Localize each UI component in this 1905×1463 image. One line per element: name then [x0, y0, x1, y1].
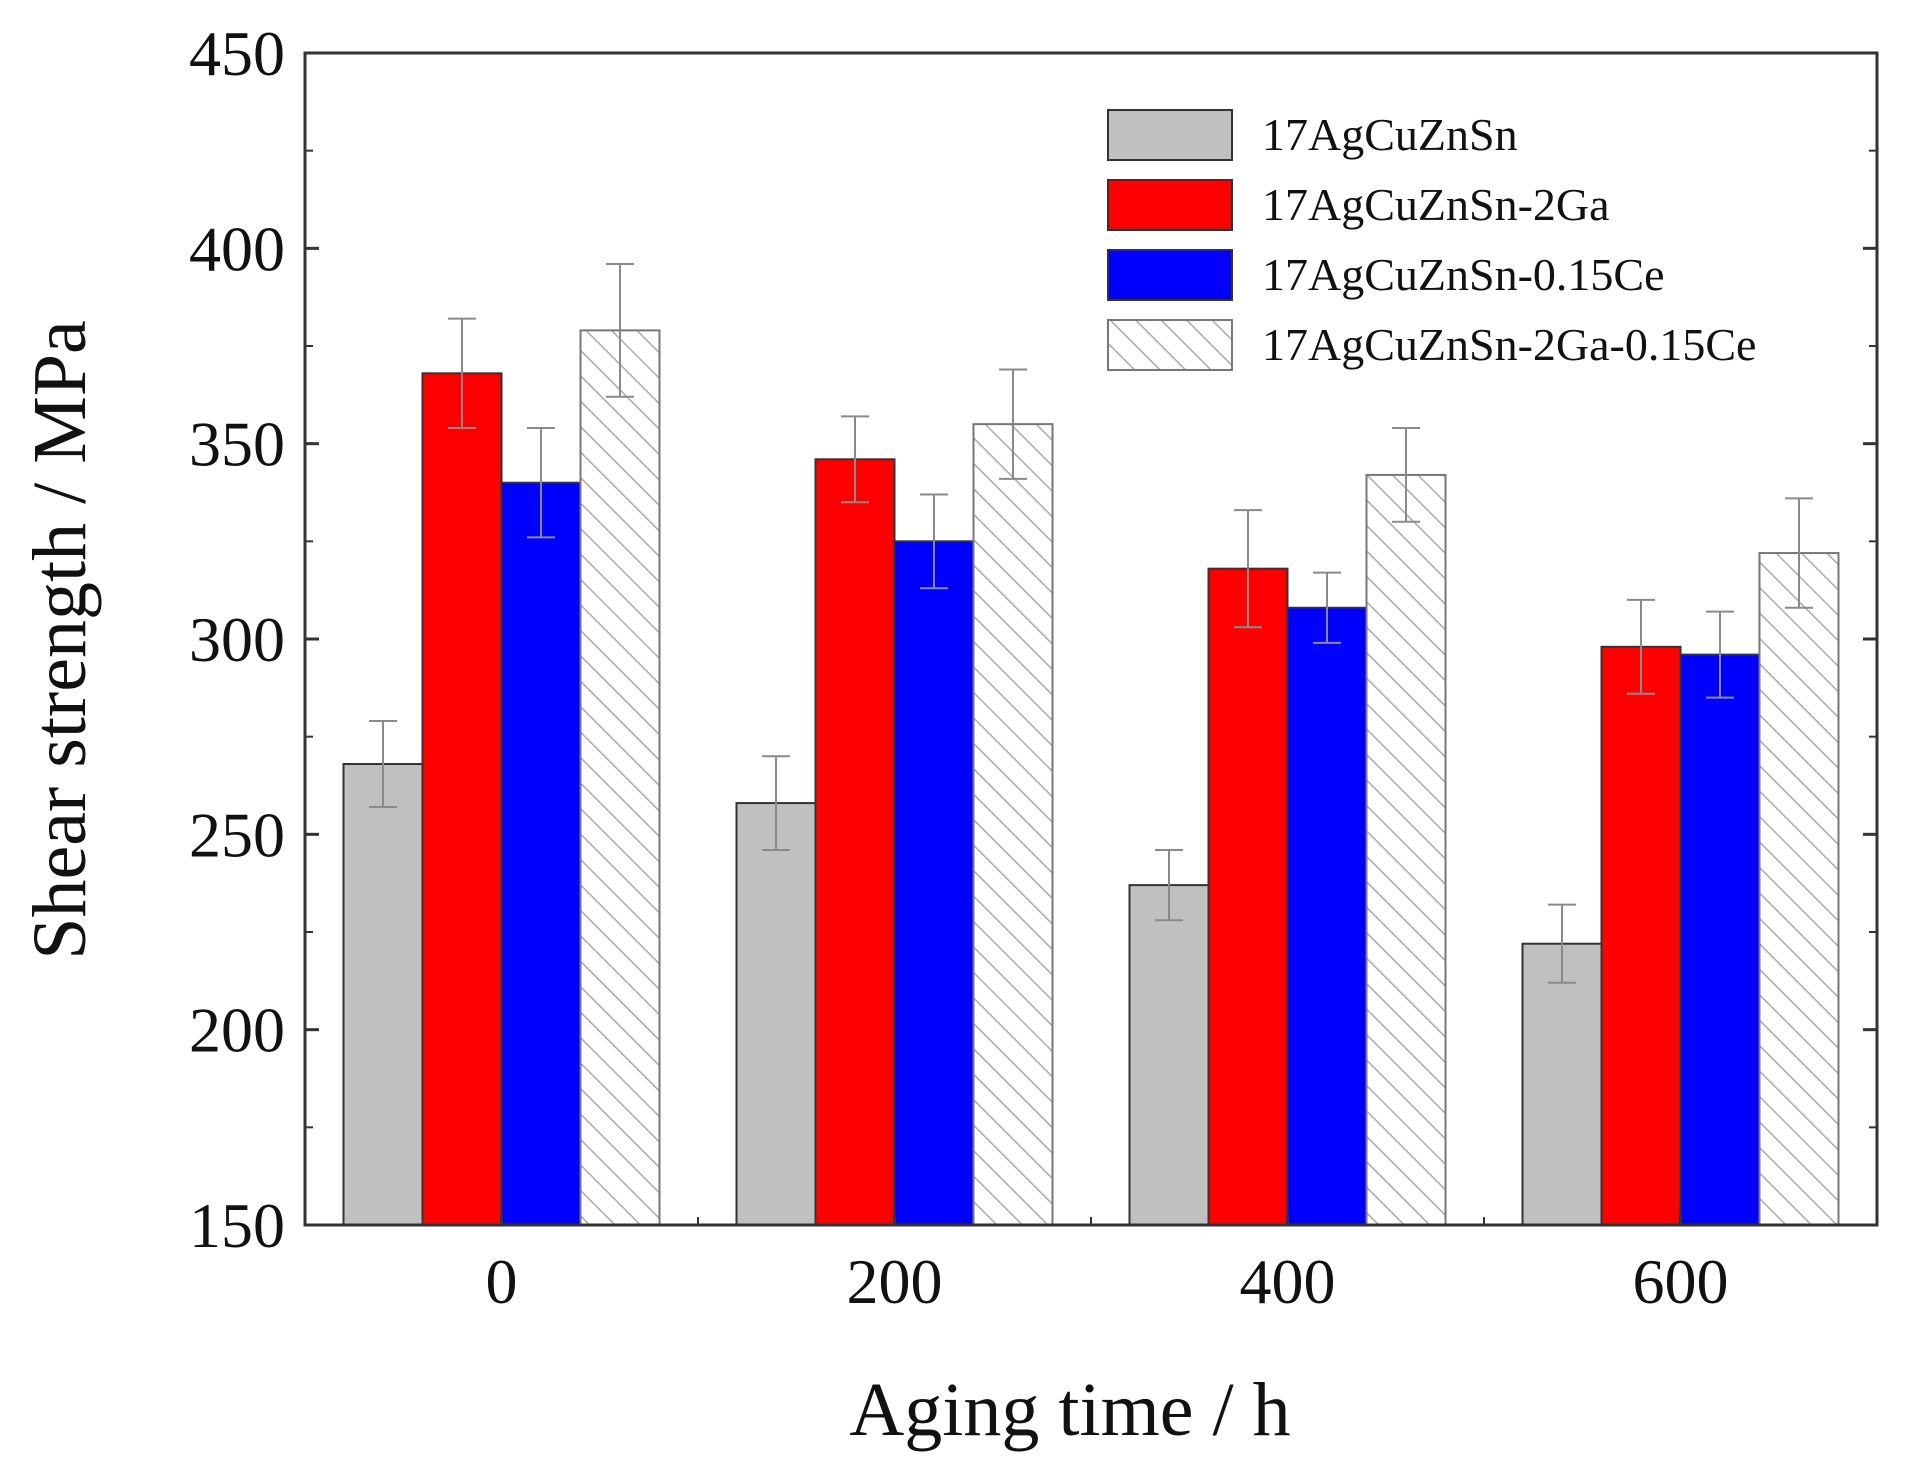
legend-swatch — [1107, 319, 1233, 371]
bar — [893, 540, 975, 1226]
y-axis: 150 200 250 300 350 400 450 — [189, 18, 1877, 1261]
x-tick-label: 200 — [847, 1246, 943, 1317]
legend-swatch — [1107, 249, 1233, 301]
bar — [972, 423, 1054, 1226]
y-tick-label: 250 — [189, 799, 285, 870]
legend-label: 17AgCuZnSn-0.15Ce — [1262, 249, 1665, 300]
y-axis-title: Shear strength / MPa — [18, 320, 102, 960]
x-tick-label: 600 — [1633, 1246, 1729, 1317]
bar — [1286, 606, 1368, 1226]
bar — [1521, 942, 1603, 1226]
bars-group — [342, 329, 1840, 1227]
bar — [814, 458, 896, 1226]
bar — [1758, 552, 1840, 1226]
x-axis-title: Aging time / h — [849, 1368, 1290, 1452]
bar — [1365, 473, 1447, 1227]
bar — [579, 329, 661, 1226]
x-axis: 0 200 400 600 — [486, 1215, 1729, 1317]
legend-swatch — [1107, 109, 1233, 161]
bar — [735, 802, 817, 1227]
y-tick-label: 400 — [189, 213, 285, 284]
legend-label: 17AgCuZnSn-2Ga-0.15Ce — [1262, 319, 1756, 370]
bar — [500, 481, 582, 1226]
bar — [1207, 567, 1289, 1226]
legend: 17AgCuZnSn 17AgCuZnSn-2Ga 17AgCuZnSn-0.15C… — [1107, 109, 1756, 371]
y-tick-label: 300 — [189, 604, 285, 675]
x-tick-label: 400 — [1240, 1246, 1336, 1317]
y-tick-label: 150 — [189, 1190, 285, 1261]
legend-label: 17AgCuZnSn-2Ga — [1262, 179, 1610, 230]
y-tick-label: 450 — [189, 18, 285, 89]
legend-swatch — [1107, 179, 1233, 231]
y-tick-label: 350 — [189, 409, 285, 480]
x-tick-label: 0 — [486, 1246, 518, 1317]
bar — [1679, 653, 1761, 1226]
bar — [1600, 645, 1682, 1226]
bar — [421, 372, 503, 1226]
bar — [342, 763, 424, 1226]
error-bars-group — [369, 262, 1813, 984]
y-tick-label: 200 — [189, 995, 285, 1066]
bar — [1128, 884, 1210, 1226]
legend-label: 17AgCuZnSn — [1262, 109, 1518, 160]
